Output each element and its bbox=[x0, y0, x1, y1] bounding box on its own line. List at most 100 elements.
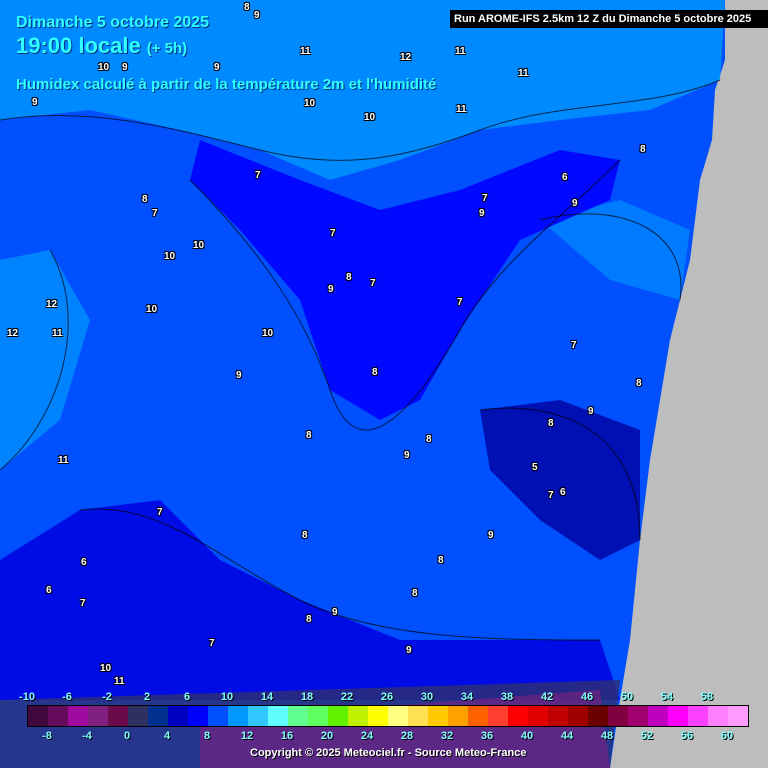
contour-label: 9 bbox=[588, 406, 594, 417]
forecast-time: 19:00 locale (+ 5h) bbox=[16, 34, 187, 61]
map-subtitle: Humidex calculé à partir de la températu… bbox=[16, 76, 437, 93]
contour-label: 10 bbox=[98, 62, 110, 73]
colorbar-label-top: 18 bbox=[300, 691, 314, 703]
colorbar-cell bbox=[728, 706, 748, 726]
run-info: Run AROME-IFS 2.5km 12 Z du Dimanche 5 o… bbox=[450, 10, 768, 28]
contour-label: 9 bbox=[214, 62, 220, 73]
colorbar-cell bbox=[668, 706, 688, 726]
zone-11-12 bbox=[0, 0, 725, 180]
colorbar-label-top: 22 bbox=[340, 691, 354, 703]
contour-label: 10 bbox=[304, 98, 316, 109]
contour-label: 8 bbox=[636, 378, 642, 389]
colorbar-cell bbox=[588, 706, 608, 726]
lead-time: (+ 5h) bbox=[146, 40, 188, 57]
colorbar-label-bottom: 40 bbox=[520, 730, 534, 742]
colorbar-cell bbox=[648, 706, 668, 726]
colorbar-cell bbox=[428, 706, 448, 726]
contour-label: 7 bbox=[482, 193, 488, 204]
colorbar-cell bbox=[548, 706, 568, 726]
contour-label: 9 bbox=[328, 284, 334, 295]
colorbar-cell bbox=[148, 706, 168, 726]
local-time: 19:00 locale bbox=[16, 33, 141, 58]
contour-label: 7 bbox=[571, 340, 577, 351]
contour-label: 8 bbox=[548, 418, 554, 429]
colorbar-label-top: 34 bbox=[460, 691, 474, 703]
contour-label: 9 bbox=[254, 10, 260, 21]
colorbar-cell bbox=[608, 706, 628, 726]
colorbar-cell bbox=[188, 706, 208, 726]
zone-southeast-cold bbox=[480, 400, 640, 560]
colorbar-label-top: 6 bbox=[183, 691, 191, 703]
contour-label: 6 bbox=[46, 585, 52, 596]
contour-label: 8 bbox=[372, 367, 378, 378]
colorbar-cell bbox=[168, 706, 188, 726]
contour-label: 11 bbox=[455, 46, 466, 57]
contour-label: 8 bbox=[302, 530, 308, 541]
colorbar bbox=[27, 705, 749, 727]
colorbar-label-bottom: 36 bbox=[480, 730, 494, 742]
contour-label: 7 bbox=[330, 228, 336, 239]
contour-label: 9 bbox=[488, 530, 494, 541]
zone-cold-band bbox=[190, 140, 620, 420]
contour-label: 10 bbox=[100, 663, 112, 674]
contour-label: 7 bbox=[548, 490, 554, 501]
colorbar-label-top: 54 bbox=[660, 691, 674, 703]
colorbar-cell bbox=[208, 706, 228, 726]
colorbar-label-bottom: 0 bbox=[123, 730, 131, 742]
colorbar-label-bottom: 24 bbox=[360, 730, 374, 742]
colorbar-label-bottom: 52 bbox=[640, 730, 654, 742]
colorbar-cell bbox=[248, 706, 268, 726]
colorbar-label-bottom: 16 bbox=[280, 730, 294, 742]
colorbar-cell bbox=[388, 706, 408, 726]
colorbar-cell bbox=[408, 706, 428, 726]
copyright: Copyright © 2025 Meteociel.fr - Source M… bbox=[250, 747, 527, 759]
contour-label: 9 bbox=[122, 62, 128, 73]
contour-label: 7 bbox=[80, 598, 86, 609]
colorbar-label-bottom: 32 bbox=[440, 730, 454, 742]
colorbar-label-top: 2 bbox=[143, 691, 151, 703]
colorbar-cell bbox=[508, 706, 528, 726]
contour-label: 11 bbox=[52, 328, 63, 339]
colorbar-label-top: 26 bbox=[380, 691, 394, 703]
contour-label: 8 bbox=[640, 144, 646, 155]
contour-label: 10 bbox=[364, 112, 376, 123]
contour-label: 8 bbox=[438, 555, 444, 566]
colorbar-cell bbox=[368, 706, 388, 726]
contour-label: 8 bbox=[346, 272, 352, 283]
contour-label: 8 bbox=[244, 2, 250, 13]
contour-label: 7 bbox=[370, 278, 376, 289]
colorbar-label-top: 10 bbox=[220, 691, 234, 703]
colorbar-label-top: -10 bbox=[19, 691, 35, 703]
contour-label: 7 bbox=[152, 208, 158, 219]
colorbar-label-bottom: 28 bbox=[400, 730, 414, 742]
colorbar-cell bbox=[448, 706, 468, 726]
colorbar-cell bbox=[688, 706, 708, 726]
contour-label: 10 bbox=[164, 251, 176, 262]
contour-label: 12 bbox=[46, 299, 58, 310]
contour-label: 11 bbox=[518, 68, 529, 79]
contour-label: 9 bbox=[332, 607, 338, 618]
colorbar-label-bottom: -8 bbox=[42, 730, 52, 742]
colorbar-cell bbox=[628, 706, 648, 726]
forecast-date: Dimanche 5 octobre 2025 bbox=[16, 14, 209, 31]
colorbar-cell bbox=[328, 706, 348, 726]
colorbar-label-top: 58 bbox=[700, 691, 714, 703]
contour-label: 6 bbox=[560, 487, 566, 498]
colorbar-cell bbox=[228, 706, 248, 726]
colorbar-label-top: 38 bbox=[500, 691, 514, 703]
contour-label: 11 bbox=[300, 46, 311, 57]
zone-east-10 bbox=[540, 200, 690, 300]
contour-label: 8 bbox=[306, 614, 312, 625]
contour-label: 8 bbox=[412, 588, 418, 599]
contour-label: 12 bbox=[400, 52, 412, 63]
contour-label: 8 bbox=[426, 434, 432, 445]
colorbar-label-bottom: 60 bbox=[720, 730, 734, 742]
colorbar-cell bbox=[348, 706, 368, 726]
colorbar-label-top: 46 bbox=[580, 691, 594, 703]
contour-label: 9 bbox=[236, 370, 242, 381]
colorbar-label-bottom: 56 bbox=[680, 730, 694, 742]
colorbar-label-bottom: 8 bbox=[203, 730, 211, 742]
colorbar-label-top: 50 bbox=[620, 691, 634, 703]
colorbar-cell bbox=[128, 706, 148, 726]
